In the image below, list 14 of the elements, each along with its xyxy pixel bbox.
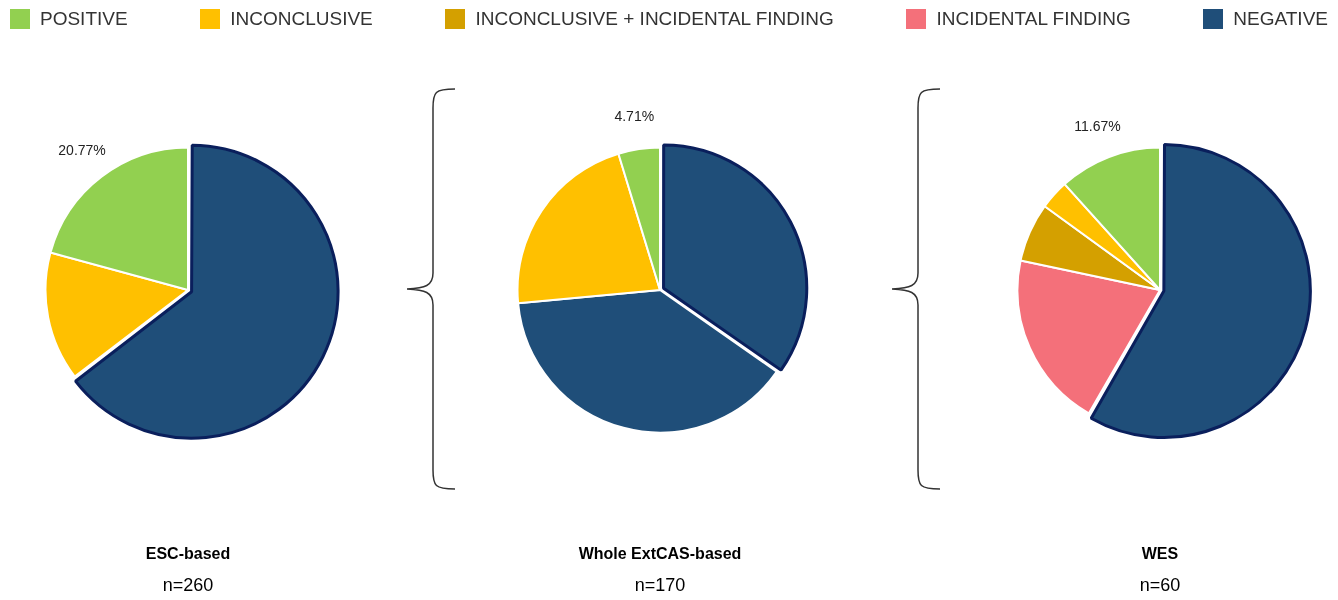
data-label: 20.77% bbox=[58, 142, 106, 159]
data-label: 11.67% bbox=[1074, 117, 1121, 134]
text: ESC-based bbox=[144, 545, 232, 563]
legend-label: NEGATIVE bbox=[1233, 8, 1328, 30]
data-label: 4.71% bbox=[614, 108, 655, 125]
legend-label: POSITIVE bbox=[40, 8, 128, 30]
legend-label: INCIDENTAL FINDING bbox=[936, 8, 1131, 30]
text: n=60 bbox=[1138, 575, 1182, 596]
text: n=260 bbox=[161, 575, 215, 596]
legend-label: INCONCLUSIVE bbox=[230, 8, 373, 30]
text: WES bbox=[1140, 545, 1180, 563]
legend-label: INCONCLUSIVE + INCIDENTAL FINDING bbox=[475, 8, 834, 30]
text: Whole ExtCAS-based bbox=[577, 545, 743, 563]
text: n=170 bbox=[633, 575, 687, 596]
